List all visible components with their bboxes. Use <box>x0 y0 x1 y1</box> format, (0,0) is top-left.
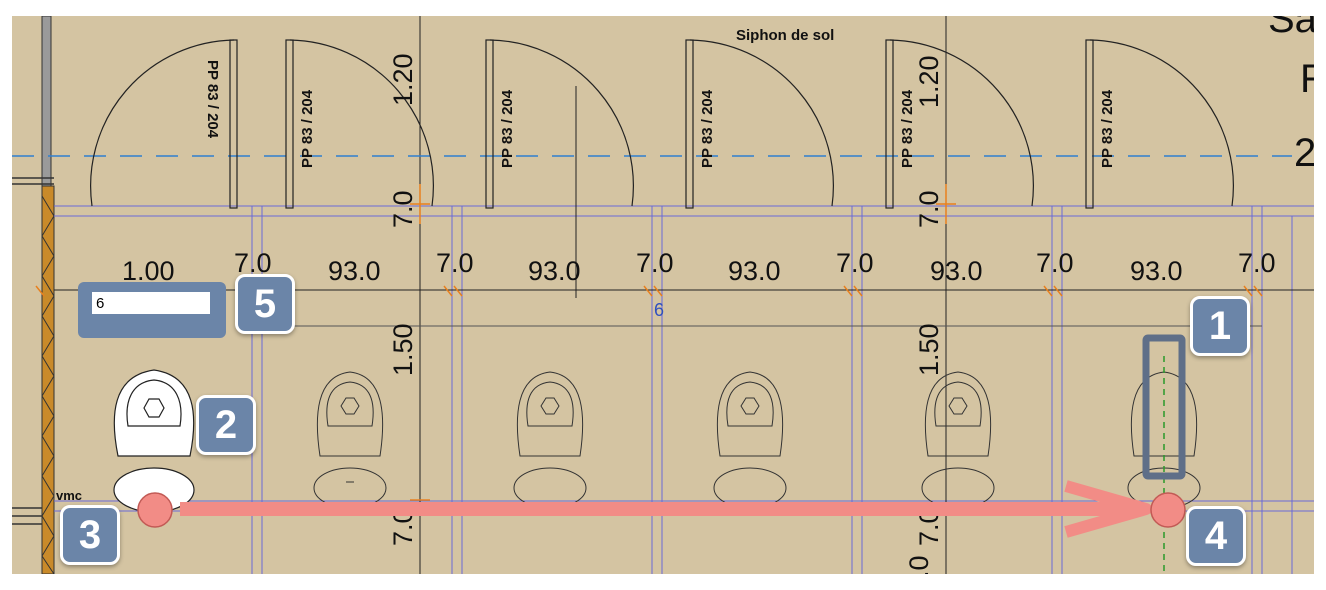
dimension-label: 7.0 <box>1238 248 1276 278</box>
highlight-box <box>1142 334 1186 480</box>
dimension-label: 93.0 <box>728 256 781 286</box>
dimension-label: 93.0 <box>930 256 983 286</box>
dimension-label: 93.0 <box>328 256 381 286</box>
dimension-label: 93.0 <box>1130 256 1183 286</box>
step-badge: 1 <box>1190 296 1250 356</box>
door-label: PP 83 / 204 <box>699 89 716 168</box>
door-label: PP 83 / 204 <box>299 89 316 168</box>
dimension-label: 1.20 <box>388 53 418 106</box>
dimension-label: 1.00 <box>122 256 175 286</box>
siphon-label: Siphon de sol <box>736 27 834 44</box>
dimension-label: 7.0 <box>914 190 944 228</box>
door-label: PP 83 / 204 <box>204 60 221 139</box>
selected-toilet[interactable] <box>113 369 195 513</box>
dimension-value: 6 <box>654 300 664 320</box>
step-badge: 2 <box>196 395 256 455</box>
step-badge: 5 <box>235 274 295 334</box>
door-label: PP 83 / 204 <box>499 89 516 168</box>
edge-text: 2 <box>1294 131 1314 175</box>
dimension-label: 1.50 <box>914 323 944 376</box>
door-label: PP 83 / 204 <box>899 89 916 168</box>
dimension-label: .0 <box>904 555 934 574</box>
dimension-input[interactable] <box>92 292 210 314</box>
dynamic-input-panel <box>78 282 226 338</box>
dimension-label: 7.0 <box>436 248 474 278</box>
step-badge: 3 <box>60 505 120 565</box>
move-arrow <box>137 480 1186 538</box>
door-label: PP 83 / 204 <box>1099 89 1116 168</box>
dimension-label: 7.0 <box>836 248 874 278</box>
cad-drawing-canvas[interactable]: PP 83 / 204 PP 83 / 204 PP 83 / 204 PP 8… <box>12 16 1314 574</box>
edge-text: Sa <box>1268 16 1314 41</box>
doors <box>90 39 1234 209</box>
dimension-label: 7.0 <box>234 248 272 278</box>
dimension-label: 93.0 <box>528 256 581 286</box>
vmc-label: vmc <box>56 488 82 503</box>
edge-text: R <box>1300 57 1314 101</box>
dimension-label: 1.50 <box>388 323 418 376</box>
left-wall <box>12 16 55 574</box>
dimension-label: 7.0 <box>636 248 674 278</box>
step-badge: 4 <box>1186 506 1246 566</box>
dimension-label: 7.0 <box>1036 248 1074 278</box>
dimension-label: 1.20 <box>914 55 944 108</box>
dimension-label: 7.0 <box>388 190 418 228</box>
